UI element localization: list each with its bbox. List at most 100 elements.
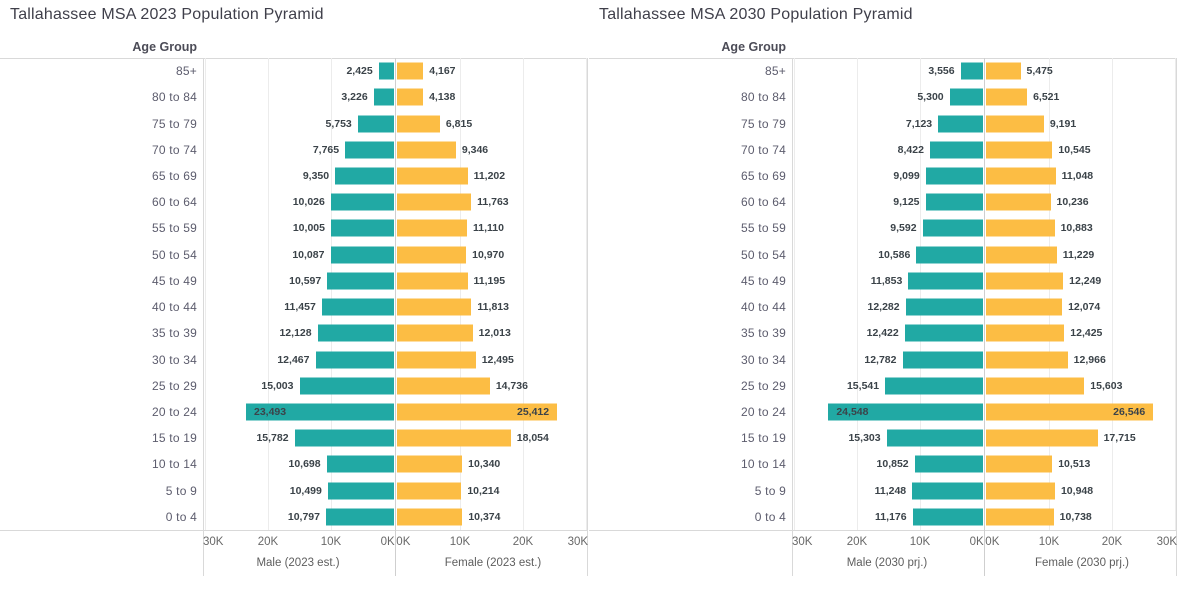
- male-bar[interactable]: [330, 246, 394, 264]
- female-bar[interactable]: [986, 219, 1055, 237]
- male-bar[interactable]: [912, 482, 983, 500]
- male-bar[interactable]: [902, 351, 983, 369]
- female-bar[interactable]: [986, 377, 1085, 395]
- female-bar[interactable]: [986, 88, 1028, 106]
- female-bar-value: 6,521: [1033, 91, 1060, 104]
- female-bar[interactable]: [986, 246, 1057, 264]
- male-bar[interactable]: [922, 219, 983, 237]
- female-bar[interactable]: [986, 272, 1064, 290]
- female-bar[interactable]: [986, 403, 1154, 421]
- female-bar[interactable]: [397, 115, 440, 133]
- gridline: [1112, 58, 1113, 530]
- male-bar[interactable]: [916, 246, 983, 264]
- female-bar-cell: 25,412: [397, 399, 588, 425]
- gridline: [331, 58, 332, 530]
- male-bar-cell: 12,128: [203, 320, 394, 346]
- male-bar[interactable]: [908, 272, 983, 290]
- male-bar[interactable]: [378, 62, 394, 80]
- male-bar[interactable]: [929, 141, 983, 159]
- male-bar[interactable]: [925, 167, 983, 185]
- female-bar[interactable]: [397, 298, 472, 316]
- female-bar-cell: 18,054: [397, 425, 588, 451]
- male-bar[interactable]: [885, 377, 983, 395]
- female-bar-cell: 10,513: [986, 451, 1177, 477]
- male-bar[interactable]: [886, 429, 983, 447]
- plot-left-border: [792, 58, 793, 576]
- female-bar-cell: 12,495: [397, 346, 588, 372]
- male-bar[interactable]: [331, 219, 394, 237]
- male-bar-value: 11,457: [284, 301, 316, 314]
- female-bar-cell: 10,374: [397, 504, 588, 530]
- gridline: [586, 58, 587, 530]
- female-bar[interactable]: [397, 482, 462, 500]
- female-bar[interactable]: [397, 324, 473, 342]
- male-bar-cell: 10,586: [792, 242, 983, 268]
- male-bar[interactable]: [357, 115, 394, 133]
- female-bar[interactable]: [986, 193, 1051, 211]
- female-bar[interactable]: [397, 377, 490, 395]
- female-bar[interactable]: [397, 246, 467, 264]
- female-bar-value: 11,195: [473, 274, 506, 287]
- female-bar[interactable]: [986, 115, 1044, 133]
- female-bar-value: 12,074: [1068, 301, 1101, 314]
- female-bar[interactable]: [397, 88, 424, 106]
- female-bar-value: 10,236: [1056, 196, 1089, 209]
- male-bar-value: 10,499: [289, 484, 322, 497]
- female-bar[interactable]: [986, 351, 1068, 369]
- male-bar-cell: 5,300: [792, 84, 983, 110]
- female-bar-cell: 11,813: [397, 294, 588, 320]
- female-bar-value: 5,475: [1026, 65, 1053, 78]
- male-bar[interactable]: [246, 403, 394, 421]
- male-bar[interactable]: [828, 403, 983, 421]
- female-bar[interactable]: [986, 482, 1055, 500]
- female-bar[interactable]: [397, 403, 558, 421]
- male-bar[interactable]: [321, 298, 394, 316]
- male-bar[interactable]: [905, 298, 983, 316]
- female-bar[interactable]: [986, 141, 1053, 159]
- female-bar[interactable]: [397, 429, 511, 447]
- male-bar[interactable]: [299, 377, 394, 395]
- female-bar[interactable]: [986, 429, 1098, 447]
- female-bar[interactable]: [397, 167, 468, 185]
- female-bar[interactable]: [986, 324, 1065, 342]
- gridline: [794, 58, 795, 530]
- female-bar-value: 12,249: [1069, 274, 1102, 287]
- female-bar[interactable]: [986, 298, 1063, 316]
- male-bar[interactable]: [960, 62, 983, 80]
- male-bar[interactable]: [912, 508, 983, 526]
- male-bar-cell: 11,248: [792, 478, 983, 504]
- male-bar[interactable]: [326, 508, 394, 526]
- male-bar[interactable]: [925, 193, 983, 211]
- female-bar[interactable]: [397, 272, 468, 290]
- male-bar[interactable]: [335, 167, 394, 185]
- female-bar[interactable]: [397, 351, 476, 369]
- male-bar[interactable]: [345, 141, 394, 159]
- female-bar[interactable]: [986, 167, 1056, 185]
- male-bar[interactable]: [317, 324, 394, 342]
- male-bar[interactable]: [294, 429, 394, 447]
- female-bar[interactable]: [397, 455, 463, 473]
- female-bar[interactable]: [986, 508, 1054, 526]
- male-bar[interactable]: [373, 88, 394, 106]
- female-bar[interactable]: [397, 62, 424, 80]
- male-bar-cell: 10,797: [203, 504, 394, 530]
- male-bar[interactable]: [315, 351, 394, 369]
- male-bar[interactable]: [330, 193, 394, 211]
- male-bar[interactable]: [327, 482, 394, 500]
- male-bar[interactable]: [949, 88, 983, 106]
- male-bar[interactable]: [914, 455, 983, 473]
- male-bar[interactable]: [938, 115, 983, 133]
- female-bar-cell: 12,013: [397, 320, 588, 346]
- female-bar[interactable]: [397, 193, 472, 211]
- female-bar[interactable]: [986, 62, 1021, 80]
- plot-bottom-border: [589, 530, 1177, 531]
- female-bar[interactable]: [397, 219, 467, 237]
- female-bar[interactable]: [986, 455, 1053, 473]
- female-axis-tick: 20K: [1101, 536, 1123, 548]
- male-bar[interactable]: [326, 455, 394, 473]
- female-bar[interactable]: [397, 508, 463, 526]
- female-bar[interactable]: [397, 141, 456, 159]
- male-bar[interactable]: [904, 324, 983, 342]
- female-axis-title: Female (2030 prj.): [1035, 557, 1129, 569]
- male-bar[interactable]: [327, 272, 394, 290]
